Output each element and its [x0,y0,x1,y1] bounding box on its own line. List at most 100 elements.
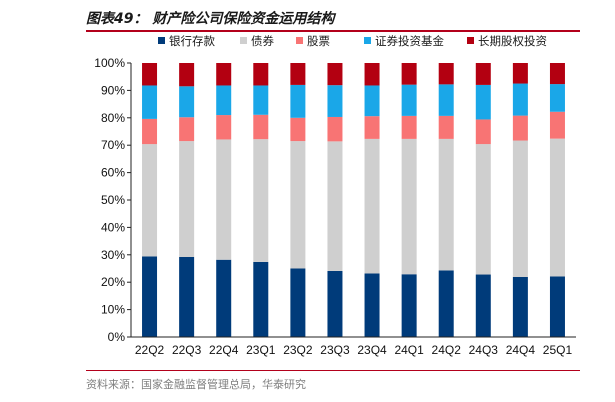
bar-24Q1-series-1 [401,138,417,275]
bar-22Q2-series-2 [142,118,158,145]
bar-23Q4-series-0 [364,273,380,337]
bar-23Q1-series-3 [253,85,269,115]
figure-title: 图表49： 财产险公司保险资金运用结构 [86,11,335,27]
legend-label-4: 长期股权投资 [478,34,547,48]
bar-25Q1-series-4 [549,63,565,85]
y-tick-label: 50% [101,193,125,207]
bar-22Q3-series-1 [179,141,195,257]
bar-24Q3-series-1 [475,144,491,275]
legend-swatch-2 [296,37,303,44]
bar-24Q3-series-4 [475,63,491,85]
x-tick-label: 23Q2 [283,343,313,357]
bar-23Q4-series-1 [364,138,380,274]
legend-swatch-4 [467,37,474,44]
bar-24Q1-series-0 [401,274,417,337]
bar-22Q4-series-2 [216,115,232,140]
bar-24Q4-series-2 [512,115,528,141]
x-tick-label: 23Q3 [320,343,350,357]
bar-22Q2-series-0 [142,256,158,337]
y-tick-label: 100% [94,56,125,70]
bar-25Q1-series-2 [549,111,565,139]
bar-24Q3-series-2 [475,119,491,145]
bar-23Q2-series-1 [290,141,306,269]
bars [142,63,565,337]
legend-swatch-1 [240,37,247,44]
legend-label-3: 证券投资基金 [375,34,444,48]
y-tick-label: 40% [101,220,125,234]
x-tick-label: 22Q3 [172,343,202,357]
source-note: 资料来源：国家金融监督管理总局，华泰研究 [86,378,306,391]
y-tick-label: 20% [101,275,125,289]
bar-23Q4-series-2 [364,116,380,139]
bar-22Q4-series-3 [216,85,232,116]
bar-22Q3-series-0 [179,256,195,337]
bar-24Q1-series-4 [401,63,417,85]
x-tick-label: 23Q4 [357,343,387,357]
bar-23Q3-series-4 [327,63,343,86]
legend-swatch-0 [158,37,165,44]
bar-23Q2-series-2 [290,117,306,142]
bar-24Q2-series-1 [438,138,454,271]
bar-22Q3-series-3 [179,86,195,118]
bar-24Q2-series-4 [438,63,454,85]
x-tick-label: 25Q1 [543,343,573,357]
legend: 银行存款 债券 股票 证券投资基金 长期股权投资 [158,34,547,48]
bar-23Q4-series-4 [364,63,380,86]
bar-23Q2-series-3 [290,84,306,118]
bar-23Q2-series-4 [290,63,306,85]
bar-24Q4-series-0 [512,276,528,337]
x-tick-label: 24Q3 [469,343,499,357]
y-tick-label: 10% [101,303,125,317]
bar-23Q2-series-0 [290,268,306,337]
page-edge [604,0,615,402]
bar-23Q1-series-0 [253,261,269,337]
source-divider [86,370,580,371]
bar-23Q1-series-2 [253,114,269,140]
bar-23Q3-series-1 [327,141,343,271]
bar-23Q1-series-4 [253,63,269,86]
y-tick-label: 0% [108,330,126,344]
bar-24Q2-series-3 [438,84,454,116]
axes [127,62,576,338]
y-tick-label: 60% [101,166,125,180]
y-tick-label: 70% [101,138,125,152]
bar-23Q1-series-1 [253,139,269,262]
bar-25Q1-series-0 [549,276,565,337]
bar-24Q1-series-2 [401,115,417,139]
x-tick-label: 24Q4 [506,343,536,357]
bar-22Q3-series-2 [179,117,195,142]
y-tick-labels: 0% 10% 20% 30% 40% 50% 60% 70% 80% 90% 100% [94,56,125,344]
x-tick-label: 24Q1 [394,343,424,357]
bar-23Q4-series-3 [364,85,380,117]
y-tick-label: 90% [101,83,125,97]
bar-24Q2-series-0 [438,270,454,337]
bar-25Q1-series-3 [549,84,565,112]
bar-22Q4-series-0 [216,259,232,337]
bar-24Q3-series-3 [475,84,491,120]
bar-22Q2-series-1 [142,144,158,257]
bar-25Q1-series-1 [549,138,565,277]
x-tick-label: 22Q2 [135,343,165,357]
legend-label-0: 银行存款 [169,34,215,48]
y-tick-label: 30% [101,248,125,262]
bar-24Q4-series-4 [512,63,528,84]
bar-23Q3-series-0 [327,270,343,337]
x-tick-labels: 22Q2 22Q3 22Q4 23Q1 23Q2 23Q3 23Q4 24Q1 24Q2 24Q3… [135,343,573,357]
legend-swatch-3 [364,37,371,44]
bar-24Q3-series-0 [475,274,491,337]
bar-22Q4-series-4 [216,63,232,86]
title-underline [86,30,580,32]
bar-22Q2-series-3 [142,85,158,119]
legend-label-2: 股票 [307,34,330,48]
bar-22Q3-series-4 [179,63,195,87]
bar-23Q3-series-3 [327,85,343,117]
y-tick-label: 80% [101,111,125,125]
bar-23Q3-series-2 [327,116,343,142]
bar-24Q1-series-3 [401,84,417,116]
bar-24Q2-series-2 [438,115,454,139]
x-tick-label: 24Q2 [432,343,462,357]
x-tick-label: 22Q4 [209,343,239,357]
bar-22Q4-series-1 [216,139,232,260]
legend-label-1: 债券 [251,34,274,48]
